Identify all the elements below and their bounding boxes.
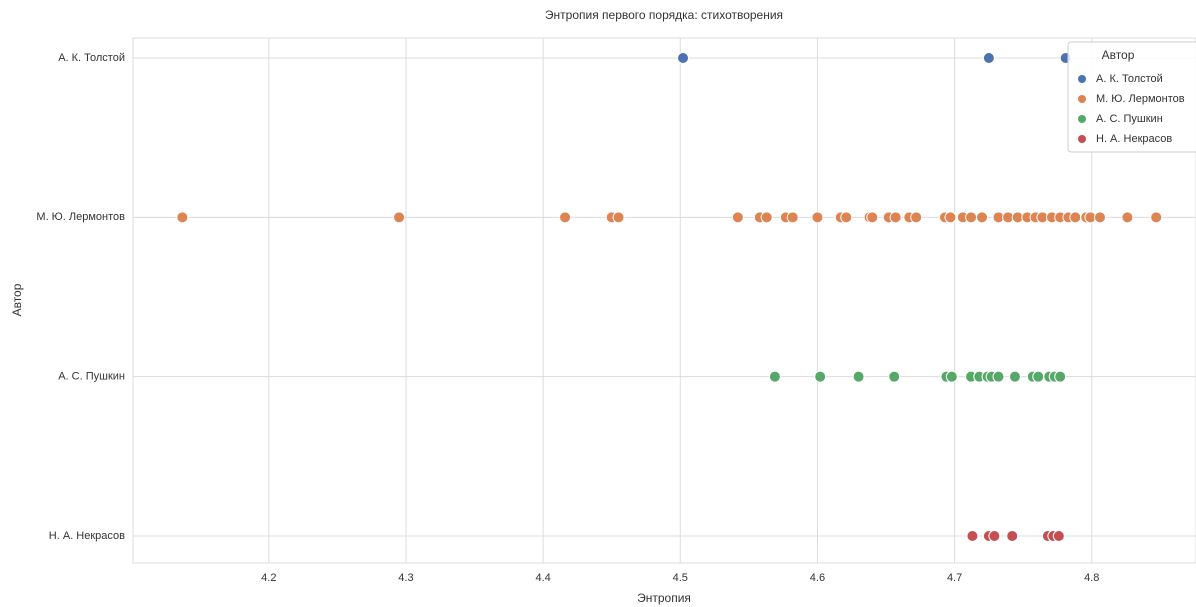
- legend-label: А. К. Толстой: [1096, 73, 1163, 85]
- point: [393, 211, 406, 224]
- legend-marker: [1078, 135, 1086, 143]
- point: [1008, 370, 1021, 383]
- point: [944, 211, 957, 224]
- point: [982, 52, 995, 64]
- y-tick-label: Н. А. Некрасов: [49, 530, 125, 542]
- legend-title: Автор: [1102, 48, 1135, 62]
- point: [852, 370, 865, 383]
- point: [988, 530, 1001, 542]
- x-tick-label: 4.7: [947, 572, 962, 584]
- point: [1006, 530, 1019, 542]
- x-tick-label: 4.4: [535, 572, 550, 584]
- x-axis-label: Энтропия: [637, 591, 691, 605]
- point: [888, 370, 901, 383]
- point: [1054, 370, 1067, 383]
- chart-title: Энтропия первого порядка: стихотворения: [545, 8, 783, 22]
- point: [840, 211, 853, 224]
- point: [966, 530, 979, 542]
- point: [814, 370, 827, 383]
- y-tick-label: М. Ю. Лермонтов: [36, 211, 125, 223]
- point: [945, 370, 958, 383]
- point: [559, 211, 572, 224]
- point: [1121, 211, 1134, 224]
- point: [976, 211, 989, 224]
- y-tick-label: А. К. Толстой: [58, 52, 125, 64]
- point: [176, 211, 189, 224]
- point: [992, 370, 1005, 383]
- point: [1052, 530, 1065, 542]
- legend-box: [1067, 41, 1196, 153]
- legend-label: М. Ю. Лермонтов: [1096, 93, 1185, 105]
- point: [1150, 211, 1163, 224]
- legend-label: А. С. Пушкин: [1096, 113, 1163, 125]
- y-axis-label: Автор: [10, 283, 24, 316]
- point: [1093, 211, 1106, 224]
- point: [1069, 211, 1082, 224]
- legend-label: Н. А. Некрасов: [1096, 133, 1172, 145]
- x-tick-label: 4.8: [1084, 572, 1099, 584]
- point: [811, 211, 824, 224]
- legend-marker: [1078, 115, 1086, 123]
- point: [612, 211, 625, 224]
- x-tick-label: 4.2: [261, 572, 276, 584]
- legend: Автор А. К. Толстой М. Ю. Лермонтов А. С. П…: [1067, 41, 1196, 153]
- point: [910, 211, 923, 224]
- x-tick-label: 4.6: [810, 572, 825, 584]
- point: [768, 370, 781, 383]
- plot-area: [132, 37, 1196, 564]
- legend-marker: [1078, 95, 1086, 103]
- point: [866, 211, 879, 224]
- x-tick-label: 4.5: [673, 572, 688, 584]
- point: [786, 211, 799, 224]
- point: [1032, 370, 1045, 383]
- legend-marker: [1078, 75, 1086, 83]
- point: [731, 211, 744, 224]
- point: [889, 211, 902, 224]
- y-tick-label: А. С. Пушкин: [58, 371, 125, 383]
- point: [677, 52, 690, 64]
- x-tick-label: 4.3: [398, 572, 413, 584]
- point: [965, 211, 978, 224]
- point: [760, 211, 773, 224]
